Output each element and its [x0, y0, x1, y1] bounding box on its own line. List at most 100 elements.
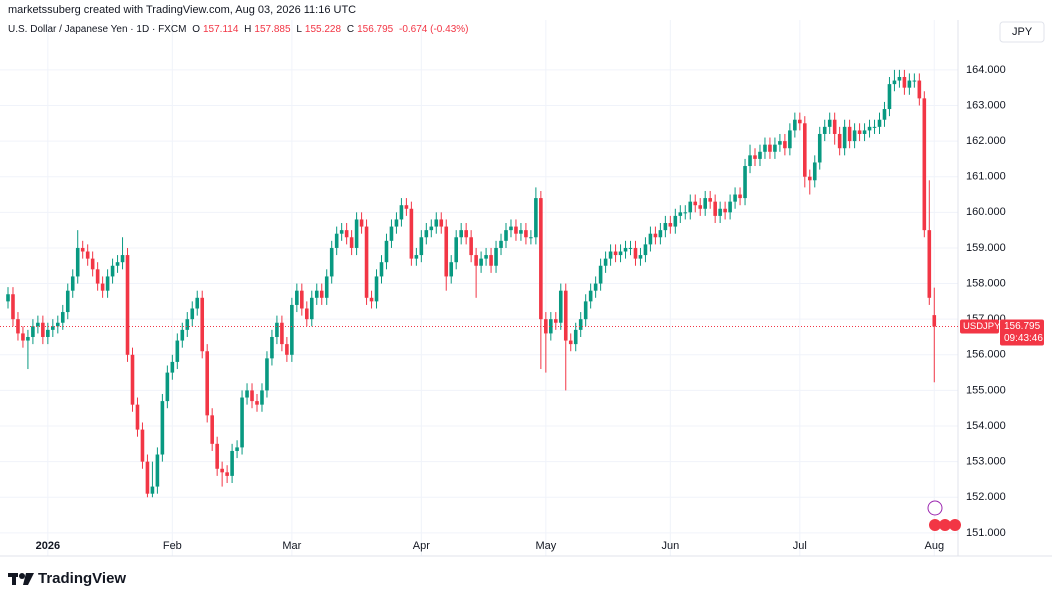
candle-body [225, 472, 229, 476]
candle-body [41, 322, 45, 337]
candle-body [778, 141, 782, 145]
candle-body [85, 251, 90, 259]
candle-body [399, 205, 404, 220]
candle-body [783, 141, 787, 149]
candle-body [514, 226, 518, 234]
candle-body [494, 247, 498, 266]
candle-body [379, 262, 384, 277]
candle-body [653, 233, 658, 238]
candle-body [748, 155, 752, 167]
candle-body [563, 290, 568, 341]
ohlc-key: O [192, 24, 200, 35]
brand: TradingView [38, 570, 126, 587]
candle-body [539, 198, 543, 320]
candle-body [309, 297, 314, 320]
y-tick-label: 164.000 [966, 64, 1006, 76]
candle-body [593, 283, 598, 291]
event-icon[interactable] [949, 519, 961, 531]
candle-body [434, 219, 439, 227]
candle-body [703, 198, 707, 209]
candle-body [613, 251, 618, 256]
candle-body [598, 265, 603, 284]
event-icon[interactable] [929, 519, 941, 531]
ohlc-key: C [346, 24, 355, 35]
candle-body [130, 354, 135, 405]
candle-body [190, 308, 195, 320]
y-tick-label: 158.000 [966, 277, 1006, 289]
candle-body [668, 223, 673, 227]
candle-body [479, 258, 483, 266]
y-tick-label: 153.000 [966, 456, 1006, 468]
candle-body [793, 119, 797, 131]
ohlc-key: H [244, 24, 252, 35]
ohlc-value: 155.228 [304, 24, 342, 35]
candle-body [56, 322, 60, 327]
candle-body [743, 166, 747, 199]
candle-body [693, 201, 698, 206]
price-box [1000, 319, 1044, 346]
candle-body [524, 230, 528, 238]
candle-body [100, 283, 105, 291]
candle-body [409, 208, 414, 259]
candle-body [489, 255, 493, 266]
candle-body [837, 133, 842, 149]
candle-body [633, 247, 638, 259]
candle-body [105, 276, 110, 291]
candle-body [862, 130, 867, 134]
x-tick-label: May [535, 540, 556, 552]
y-tick-label: 162.000 [966, 135, 1006, 147]
candle-body [305, 308, 309, 320]
candle-body [474, 255, 478, 266]
candle-body [419, 237, 424, 256]
candle-body [285, 344, 289, 355]
candle-body [554, 319, 558, 323]
x-tick-label: Jun [661, 540, 679, 552]
ohlc-value: 157.114 [202, 24, 239, 35]
x-tick-label: Jul [793, 540, 807, 552]
candle-body [773, 144, 777, 152]
symbol-label: USDJPY [963, 321, 1001, 332]
candle-body [454, 237, 458, 263]
candle-body [469, 237, 473, 256]
candle-body [534, 198, 538, 238]
candle-body [832, 119, 837, 134]
candle-body [917, 80, 922, 99]
candle-body [922, 98, 927, 231]
candle-body [324, 276, 329, 298]
candle-body [404, 205, 409, 209]
event-icon[interactable] [939, 519, 951, 531]
candle-body [195, 297, 200, 309]
candle-body [623, 247, 628, 252]
candle-body [11, 294, 15, 320]
candle-body [26, 336, 30, 341]
currency-box[interactable] [999, 21, 1045, 43]
candle-body [882, 109, 887, 120]
candle-body [359, 219, 364, 227]
y-tick-label: 156.000 [966, 349, 1006, 361]
candle-body [75, 247, 80, 277]
x-tick-label: Feb [163, 540, 182, 552]
candle-body [245, 390, 249, 398]
countdown: 09:43:46 [1004, 333, 1043, 344]
y-tick-label: 163.000 [966, 99, 1006, 111]
candle-body [250, 390, 254, 402]
candle-body [160, 401, 165, 455]
candle-body [295, 290, 299, 305]
candle-body [70, 276, 75, 291]
candle-body [265, 358, 269, 391]
candle-body [369, 297, 374, 302]
candle-body [897, 76, 902, 81]
candle-body [349, 237, 354, 248]
candle-body [95, 269, 100, 284]
candle-body [519, 230, 523, 234]
candle-body [180, 329, 185, 341]
candle-body [768, 144, 772, 152]
candle-body [155, 454, 160, 487]
candle-body [389, 226, 394, 241]
candle-body [892, 80, 897, 85]
candle-body [344, 230, 349, 238]
y-tick-label: 152.000 [966, 491, 1006, 503]
event-icon[interactable] [927, 500, 943, 516]
candle-body [842, 126, 847, 149]
